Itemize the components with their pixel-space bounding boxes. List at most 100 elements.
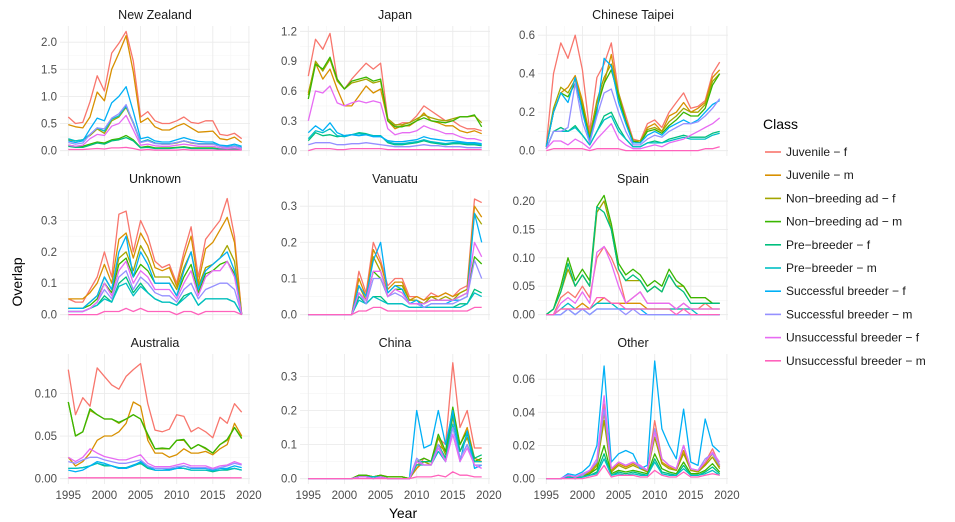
y-tick-label: 0.00 <box>35 474 57 486</box>
y-tick-label: 0.00 <box>513 474 535 486</box>
x-tick-label: 2010 <box>164 490 190 502</box>
y-tick-label: 0.0 <box>281 310 297 322</box>
series-line <box>308 142 482 149</box>
series-line <box>308 306 482 316</box>
y-tick-label: 0.04 <box>513 407 536 419</box>
series-line <box>68 216 243 315</box>
y-tick-label: 0.1 <box>281 273 297 285</box>
x-tick-label: 2010 <box>642 490 668 502</box>
y-tick-label: 0.3 <box>281 116 297 128</box>
legend-item: Successful breeder − m <box>765 307 912 321</box>
panel-title: Australia <box>131 336 180 350</box>
legend-item: Non−breeding ad − f <box>765 191 896 205</box>
series-line <box>67 401 243 467</box>
x-tick-label: 1995 <box>534 490 560 502</box>
series-line <box>546 146 720 152</box>
y-tick-label: 0.0 <box>41 310 57 322</box>
panel-title: Japan <box>378 8 412 22</box>
legend-label: Successful breeder − m <box>786 307 912 321</box>
legend-item: Successful breeder − f <box>765 284 906 298</box>
legend: Class Juvenile − f Juvenile − m Non−breedi… <box>763 116 926 368</box>
series-line <box>67 448 242 470</box>
x-axis-title: Year <box>389 505 418 521</box>
x-tick-label: 2005 <box>128 490 154 502</box>
y-tick-label: 0.4 <box>519 69 536 81</box>
legend-item: Unsuccessful breeder − f <box>765 331 920 345</box>
series-line <box>546 360 721 480</box>
series-line <box>307 62 482 135</box>
series-line <box>68 146 242 151</box>
series-line <box>545 206 720 316</box>
y-tick-label: 0.06 <box>513 374 535 386</box>
x-tick-label: 2020 <box>236 490 262 502</box>
panel-new-zealand: New Zealand 0.0 0.5 1.0 1.5 2.0 <box>41 8 250 158</box>
series-line <box>546 245 720 316</box>
legend-item: Juvenile − m <box>765 168 854 182</box>
panel-title: Unknown <box>129 172 181 186</box>
y-tick-label: 1.0 <box>41 91 57 103</box>
legend-item: Pre−breeder − f <box>765 238 871 252</box>
y-tick-label: 0.1 <box>41 278 57 290</box>
series-line <box>67 362 243 439</box>
panel-china: China 0.0 0.1 0.2 0.3 1995 2000 2005 2010 2015 202… <box>281 336 502 502</box>
y-tick-label: 1.2 <box>281 26 297 38</box>
y-tick-label: 0.0 <box>281 474 297 486</box>
legend-item: Pre−breeder − m <box>765 261 877 275</box>
series-line <box>307 56 483 128</box>
legend-label: Unsuccessful breeder − f <box>786 331 920 345</box>
x-tick-label: 1995 <box>296 490 322 502</box>
y-tick-label: 0.0 <box>41 146 57 158</box>
series-line <box>68 86 242 147</box>
y-tick-label: 0.6 <box>519 30 535 42</box>
series-line <box>545 115 720 149</box>
series-line <box>545 82 721 149</box>
y-tick-label: 0.10 <box>513 253 535 265</box>
series-line <box>67 30 243 140</box>
series-line <box>546 408 721 480</box>
series-line <box>68 307 242 316</box>
legend-label: Juvenile − m <box>786 168 854 182</box>
y-tick-label: 0.5 <box>41 119 57 131</box>
x-tick-label: 2005 <box>606 490 632 502</box>
series-line <box>546 395 721 480</box>
y-tick-label: 0.3 <box>41 215 57 227</box>
panel-vanuatu: Vanuatu 0.0 0.1 0.2 0.3 <box>281 172 490 322</box>
legend-label: Successful breeder − f <box>786 284 906 298</box>
y-tick-label: 0.05 <box>513 281 535 293</box>
series-line <box>308 471 482 480</box>
legend-label: Non−breeding ad − f <box>786 191 896 205</box>
panel-unknown: Unknown 0.0 0.1 0.2 0.3 <box>41 172 250 322</box>
series-line <box>307 58 483 126</box>
panel-title: China <box>379 336 412 350</box>
series-line <box>68 235 243 315</box>
series-line <box>67 401 243 454</box>
y-tick-label: 0.2 <box>41 247 57 259</box>
panel-australia: Australia 0.00 0.05 0.10 1995 2000 2005 2010 201… <box>35 336 262 502</box>
y-tick-label: 0.02 <box>513 441 535 453</box>
legend-label: Unsuccessful breeder − m <box>786 354 926 368</box>
series-line <box>307 132 482 147</box>
x-tick-label: 1995 <box>56 490 82 502</box>
panel-title: New Zealand <box>118 8 192 22</box>
panels: New Zealand 0.0 0.5 1.0 1.5 2.0 Japan 0.0 0.3 0.6… <box>35 8 740 502</box>
y-tick-label: 0.20 <box>513 196 535 208</box>
x-tick-label: 2005 <box>368 490 394 502</box>
y-tick-label: 0.0 <box>519 146 535 158</box>
series-line <box>307 128 482 146</box>
series-line <box>545 194 720 316</box>
panel-other: Other 0.00 0.02 0.04 0.06 1995 2000 2005 2010 201… <box>513 336 740 502</box>
y-axis-title: Overlap <box>9 257 25 306</box>
series-line <box>68 197 243 315</box>
series-line <box>307 122 482 145</box>
series-line <box>546 296 720 316</box>
series-line <box>68 260 243 315</box>
series-line <box>68 136 242 151</box>
series-line <box>546 403 721 480</box>
panel-spain: Spain 0.00 0.05 0.10 0.15 0.20 <box>513 172 728 322</box>
y-tick-label: 0.10 <box>35 388 57 400</box>
series-line <box>68 282 243 315</box>
series-line <box>68 103 242 149</box>
x-tick-label: 2000 <box>570 490 596 502</box>
x-tick-label: 2020 <box>476 490 502 502</box>
